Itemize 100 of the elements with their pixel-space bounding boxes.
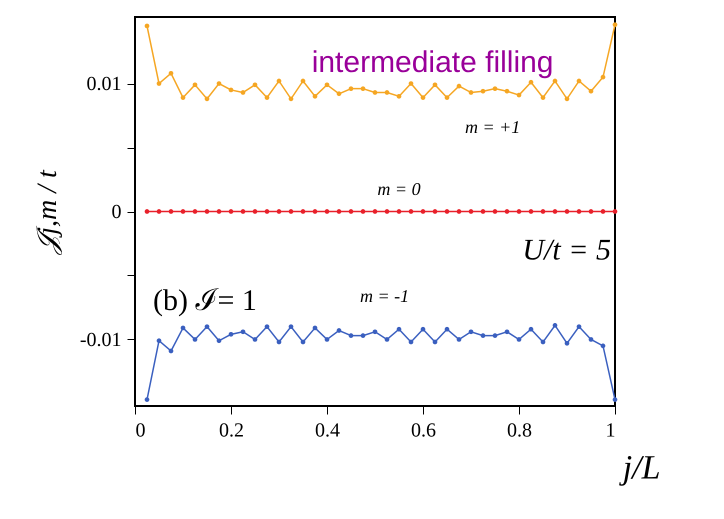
point [444, 209, 450, 214]
point [204, 324, 210, 330]
point [204, 96, 210, 102]
point [240, 329, 246, 334]
x-tick-label: 0.6 [411, 420, 436, 442]
point [312, 209, 318, 214]
point [444, 95, 450, 100]
point [240, 209, 246, 214]
point [588, 88, 594, 94]
point [588, 209, 594, 214]
y-tick-label: -0.01 [80, 328, 122, 351]
point [612, 209, 618, 214]
x-axis-title: j/L [618, 450, 660, 486]
point [144, 209, 150, 214]
point [528, 209, 534, 214]
point [600, 209, 606, 214]
point [396, 326, 402, 332]
x-tick-label: 0.8 [507, 420, 532, 442]
point [576, 324, 582, 330]
y-tick-label: 0.01 [86, 73, 122, 96]
point [252, 209, 258, 214]
point [600, 74, 606, 80]
point [180, 95, 186, 100]
annotation: intermediate filling [312, 46, 554, 79]
point [372, 209, 378, 214]
point [276, 340, 282, 344]
point [300, 209, 306, 214]
point [504, 88, 510, 94]
point [504, 209, 510, 214]
point [552, 209, 558, 214]
point [528, 326, 534, 332]
point [360, 333, 366, 338]
point [504, 329, 510, 334]
point [192, 82, 198, 88]
point [384, 209, 390, 214]
point [168, 70, 174, 76]
point [384, 337, 390, 342]
point [324, 337, 330, 342]
point [372, 329, 378, 334]
point [156, 81, 162, 86]
point [600, 344, 606, 348]
point [300, 340, 306, 344]
point [516, 92, 522, 98]
annotation: (b) ℐ= 1 [153, 284, 257, 317]
point [144, 24, 150, 28]
point [168, 348, 174, 354]
point [228, 209, 234, 214]
point [408, 209, 414, 214]
y-axis-title: 𝒥j,m / t [32, 169, 63, 256]
point [264, 324, 270, 330]
point [408, 81, 414, 86]
point [492, 86, 498, 91]
point [564, 209, 570, 214]
point [612, 22, 618, 28]
point [264, 209, 270, 214]
point [576, 78, 582, 84]
point [384, 90, 390, 95]
point [468, 329, 474, 334]
point [228, 88, 234, 92]
point [360, 86, 366, 91]
point [192, 337, 198, 342]
point [516, 337, 522, 342]
point [168, 209, 174, 214]
point [180, 209, 186, 214]
point [468, 209, 474, 214]
point [432, 82, 438, 88]
point [228, 332, 234, 337]
point [252, 337, 258, 342]
x-tick-label: 1 [606, 420, 616, 442]
point [156, 209, 162, 214]
y-tick-label: 0 [112, 201, 122, 223]
point [492, 209, 498, 214]
point [276, 78, 282, 84]
point [240, 90, 246, 95]
point [480, 88, 486, 94]
point [540, 209, 546, 214]
point [312, 326, 318, 330]
point [204, 209, 210, 214]
point [456, 209, 462, 214]
point [264, 95, 270, 100]
annotation: m = -1 [360, 286, 410, 306]
point [216, 209, 222, 214]
point [348, 333, 354, 338]
point [456, 84, 462, 88]
point [324, 209, 330, 214]
point [300, 78, 306, 84]
point [540, 340, 546, 344]
point [552, 78, 558, 84]
point [252, 82, 258, 88]
point [348, 86, 354, 91]
x-tick-label: 0 [136, 420, 146, 442]
point [216, 81, 222, 86]
point [576, 209, 582, 214]
x-tick-label: 0.4 [315, 420, 340, 442]
point [276, 209, 282, 214]
point [444, 326, 450, 332]
point [336, 328, 342, 333]
point [144, 397, 150, 402]
point [180, 326, 186, 330]
point [420, 95, 426, 100]
